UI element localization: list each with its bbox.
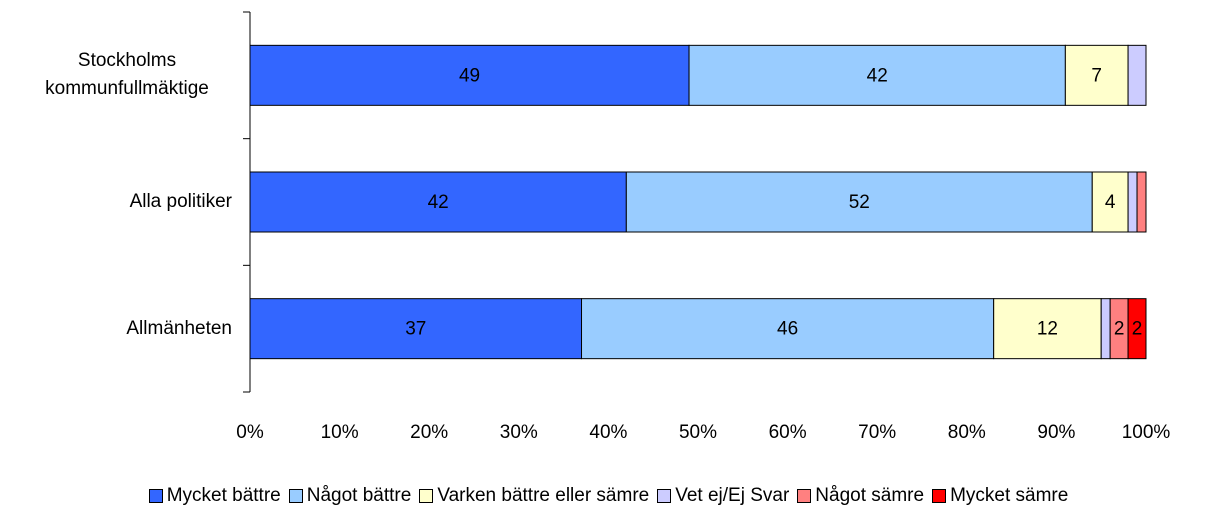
legend-label: Något bättre xyxy=(306,485,412,506)
x-tick-label: 90% xyxy=(1037,422,1075,443)
legend: Mycket bättre Något bättre Varken bättre e… xyxy=(0,485,1217,507)
data-label: 2 xyxy=(1132,319,1143,340)
x-tick-label: 70% xyxy=(858,422,896,443)
data-label: 37 xyxy=(405,319,426,340)
legend-item: Mycket bättre xyxy=(148,485,281,507)
x-tick-label: 30% xyxy=(500,422,538,443)
x-tick-label: 50% xyxy=(679,422,717,443)
legend-swatch xyxy=(932,489,947,503)
bar-segment xyxy=(1127,298,1147,360)
category-label: Stockholms kommunfullmäktige xyxy=(22,35,232,115)
category-text: Alla politiker xyxy=(129,191,232,212)
bar-segment xyxy=(1136,171,1147,233)
x-tick-label: 40% xyxy=(589,422,627,443)
bar-segment xyxy=(249,298,583,360)
bar-segment xyxy=(688,44,1066,106)
legend-swatch xyxy=(797,489,812,503)
bar-segment xyxy=(1127,44,1147,106)
legend-swatch xyxy=(148,489,163,503)
legend-label: Mycket bättre xyxy=(166,485,281,506)
bar-segment xyxy=(249,44,690,106)
data-label: 49 xyxy=(459,65,480,86)
legend-item: Något sämre xyxy=(797,485,924,507)
bar-segment xyxy=(1091,171,1129,233)
legend-item: Varken bättre eller sämre xyxy=(419,485,649,507)
legend-item: Mycket sämre xyxy=(932,485,1068,507)
category-text: Allmänheten xyxy=(126,317,232,339)
category-label: Allmänheten xyxy=(126,289,232,369)
category-text: Stockholms kommunfullmäktige xyxy=(45,50,209,100)
bar-segment xyxy=(625,171,1093,233)
x-tick-label: 100% xyxy=(1122,422,1171,443)
legend-label: Något sämre xyxy=(815,485,925,506)
legend-swatch xyxy=(288,489,303,503)
legend-label: Mycket sämre xyxy=(950,485,1069,506)
x-tick-label: 20% xyxy=(410,422,448,443)
data-label: 52 xyxy=(849,192,870,213)
data-label: 42 xyxy=(867,65,888,86)
bar-segment xyxy=(1127,171,1138,233)
bar-segment xyxy=(581,298,995,360)
legend-swatch xyxy=(419,489,434,503)
x-tick-label: 10% xyxy=(321,422,359,443)
legend-item: Vet ej/Ej Svar xyxy=(657,485,789,507)
x-tick-label: 60% xyxy=(769,422,807,443)
x-tick-label: 0% xyxy=(236,422,264,443)
legend-swatch xyxy=(657,489,672,503)
bar-segment xyxy=(1100,298,1111,360)
bar-segment xyxy=(993,298,1102,360)
legend-label: Vet ej/Ej Svar xyxy=(675,485,790,506)
bar-segment xyxy=(249,171,627,233)
data-label: 42 xyxy=(428,192,449,213)
data-label: 12 xyxy=(1037,319,1058,340)
data-label: 7 xyxy=(1091,65,1102,86)
legend-label: Varken bättre eller sämre xyxy=(437,485,650,506)
legend-item: Något bättre xyxy=(288,485,412,507)
data-label: 2 xyxy=(1114,319,1125,340)
category-label: Alla politiker xyxy=(130,162,232,242)
x-tick-label: 80% xyxy=(948,422,986,443)
data-label: 46 xyxy=(777,319,798,340)
data-label: 4 xyxy=(1105,192,1116,213)
